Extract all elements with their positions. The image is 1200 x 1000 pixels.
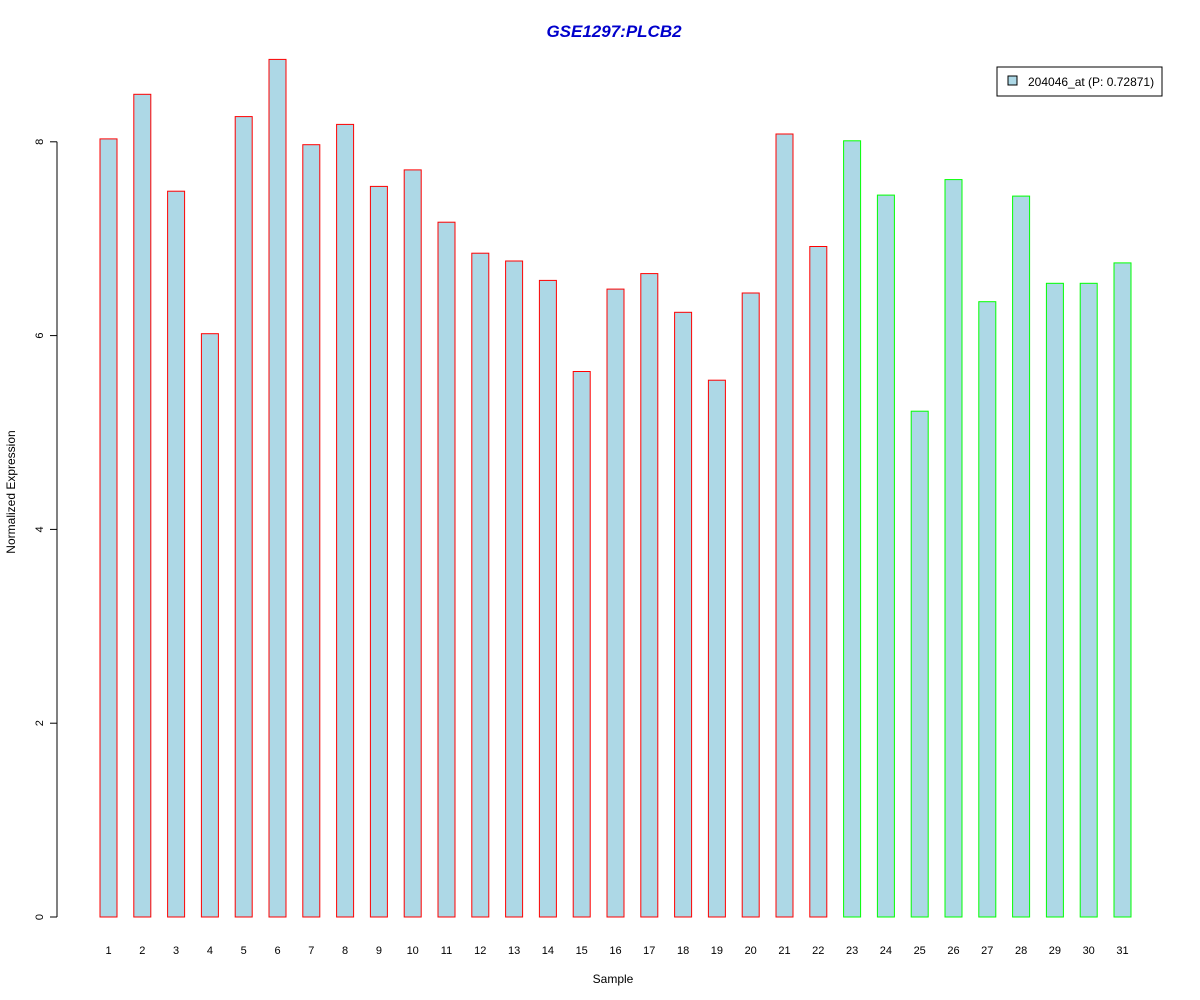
x-axis-tick-label: 2 <box>139 945 145 957</box>
x-axis-tick-label: 31 <box>1116 945 1128 957</box>
x-axis-tick-label: 8 <box>342 945 348 957</box>
x-axis-tick-label: 17 <box>643 945 655 957</box>
x-axis-tick-label: 21 <box>778 945 790 957</box>
bar-sample-20 <box>741 292 760 918</box>
bar-sample-14 <box>538 279 557 918</box>
x-axis-tick-label: 20 <box>745 945 757 957</box>
bar-sample-28 <box>1012 195 1031 918</box>
bar-sample-13 <box>505 260 524 918</box>
y-axis-tick-label: 8 <box>34 139 46 145</box>
bar-sample-31 <box>1113 262 1132 918</box>
bar-sample-8 <box>336 123 355 918</box>
x-axis-tick-label: 13 <box>508 945 520 957</box>
x-axis-label: Sample <box>593 972 634 986</box>
x-axis-tick-label: 3 <box>173 945 179 957</box>
bars-group <box>99 58 1132 918</box>
x-axis-tick-label: 9 <box>376 945 382 957</box>
x-axis-tick-label: 11 <box>441 945 452 957</box>
bar-sample-21 <box>775 133 794 918</box>
bar-sample-27 <box>978 301 997 918</box>
x-axis-tick-label: 1 <box>105 945 111 957</box>
y-axis-tick-label: 4 <box>34 526 46 532</box>
x-axis-tick-label: 27 <box>981 945 993 957</box>
x-axis-tick-label: 28 <box>1015 945 1027 957</box>
legend-box <box>996 66 1163 97</box>
x-axis-tick-label: 16 <box>609 945 621 957</box>
bar-sample-19 <box>707 379 726 918</box>
legend: 204046_at (P: 0.72871) <box>996 66 1163 97</box>
legend-swatch <box>1007 75 1018 86</box>
bar-sample-22 <box>809 246 828 918</box>
x-axis-tick-label: 14 <box>542 945 554 957</box>
y-axis: 0 2 4 6 8 <box>34 139 58 920</box>
bar-sample-1 <box>99 138 118 918</box>
bar-sample-12 <box>471 252 490 918</box>
x-axis-tick-label: 30 <box>1083 945 1095 957</box>
x-axis-tick-label: 7 <box>308 945 314 957</box>
x-axis-tick-label: 12 <box>474 945 486 957</box>
bar-sample-11 <box>437 221 456 918</box>
bar-sample-23 <box>843 140 862 918</box>
x-axis-tick-label: 5 <box>241 945 247 957</box>
bar-sample-25 <box>910 410 929 918</box>
bar-sample-4 <box>200 333 219 918</box>
x-axis-tick-label: 22 <box>812 945 824 957</box>
chart-title: GSE1297:PLCB2 <box>546 22 682 41</box>
x-axis-tick-label: 19 <box>711 945 723 957</box>
x-axis-tick-label: 4 <box>207 945 213 957</box>
x-axis-tick-label: 18 <box>677 945 689 957</box>
x-axis-tick-label: 29 <box>1049 945 1061 957</box>
bar-sample-29 <box>1045 282 1064 918</box>
bar-sample-24 <box>876 194 895 918</box>
bar-sample-5 <box>234 116 253 918</box>
x-axis-tick-label: 15 <box>576 945 588 957</box>
x-axis-tick-label: 25 <box>914 945 926 957</box>
bar-sample-2 <box>133 93 152 918</box>
x-axis-tick-labels: 1 2 3 4 5 6 7 8 9 10 11 12 13 14 15 16 17 18 19 20 21 22 23 24 2… <box>105 945 1128 957</box>
bar-sample-6 <box>268 58 287 918</box>
y-axis-label: Normalized Expression <box>4 430 18 553</box>
y-axis-tick-label: 0 <box>34 914 46 920</box>
bar-sample-3 <box>167 190 186 918</box>
x-axis-tick-label: 10 <box>407 945 419 957</box>
x-axis-tick-label: 23 <box>846 945 858 957</box>
bar-sample-17 <box>640 273 659 918</box>
bar-sample-30 <box>1079 282 1098 918</box>
bar-sample-18 <box>674 311 693 918</box>
x-axis-tick-label: 26 <box>947 945 959 957</box>
bar-sample-15 <box>572 371 591 918</box>
bar-sample-9 <box>369 185 388 918</box>
y-axis-tick-label: 2 <box>34 720 46 726</box>
bar-sample-16 <box>606 288 625 918</box>
x-axis-tick-label: 24 <box>880 945 892 957</box>
bar-sample-7 <box>302 144 321 918</box>
x-axis-tick-label: 6 <box>274 945 280 957</box>
legend-label: 204046_at (P: 0.72871) <box>1028 75 1154 89</box>
bar-sample-10 <box>403 169 422 918</box>
bar-sample-26 <box>944 179 963 918</box>
y-axis-tick-label: 6 <box>34 333 46 339</box>
